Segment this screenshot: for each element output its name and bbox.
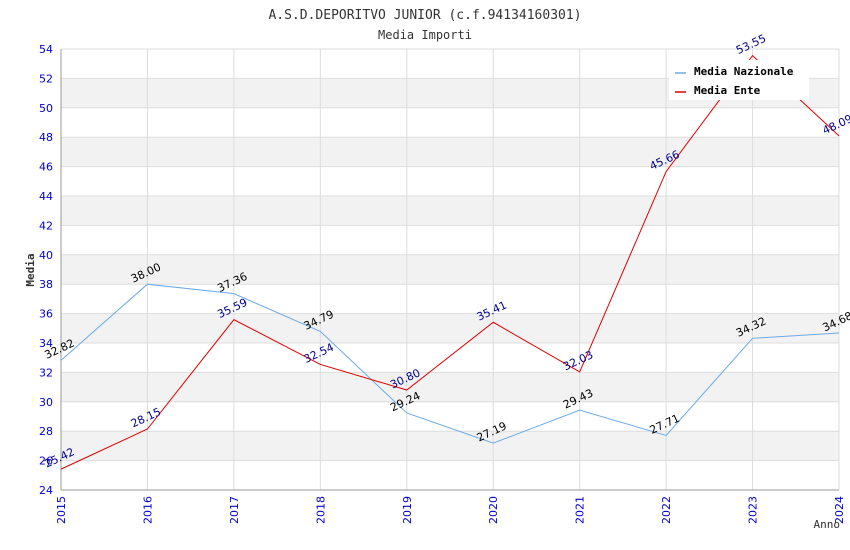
- y-tick-label: 36: [39, 308, 53, 321]
- y-tick-label: 44: [39, 190, 53, 203]
- axes: [60, 49, 839, 491]
- y-tick-labels: 24 26 28 30 32 34 36 38 40 42 44 46 48 50 52 54: [39, 43, 53, 497]
- y-tick-label: 24: [39, 484, 53, 497]
- data-label-media-ente: 53.55: [734, 32, 768, 57]
- series-line-media-ente: [60, 54, 840, 470]
- data-label-media-ente: 25.42: [42, 445, 76, 470]
- y-tick-label: 34: [39, 337, 53, 350]
- x-axis-label: Anno: [814, 518, 841, 531]
- series-line-media-nazionale: [60, 283, 840, 444]
- grid-band: [61, 372, 839, 402]
- y-tick-label: 32: [39, 366, 53, 379]
- chart-title: A.S.D.DEPORITVO JUNIOR (c.f.94134160301): [268, 8, 581, 23]
- x-tick-label: 2016: [141, 496, 154, 524]
- y-tick-label: 52: [39, 72, 53, 85]
- y-tick-label: 42: [39, 219, 53, 232]
- y-tick-label: 26: [39, 455, 53, 468]
- y-tick-label: 28: [39, 425, 53, 438]
- grid-bands: [61, 78, 839, 461]
- grid-band: [61, 313, 839, 343]
- x-tick-label: 2023: [747, 496, 760, 524]
- data-label-media-ente: 28.15: [129, 405, 163, 430]
- y-tick-label: 40: [39, 249, 53, 262]
- x-tick-label: 2015: [55, 496, 68, 524]
- legend-label-media-nazionale: Media Nazionale: [694, 65, 794, 78]
- data-label-media-ente: 32.54: [302, 341, 336, 366]
- grid-band: [61, 254, 839, 285]
- y-axis-label: Media: [24, 253, 37, 286]
- y-tick-label: 30: [39, 396, 53, 409]
- data-label-media-ente: 32.03: [561, 348, 595, 373]
- data-label-media-ente: 48.09: [820, 112, 850, 137]
- x-tick-labels: 2015 2016 2017 2018 2019 2020 2021 2022 2023 2024: [55, 496, 846, 524]
- x-tick-label: 2024: [833, 496, 846, 524]
- x-tick-label: 2022: [660, 496, 673, 524]
- y-tick-label: 38: [39, 278, 53, 291]
- grid-band: [61, 137, 839, 167]
- y-tick-label: 48: [39, 131, 53, 144]
- legend-label-media-ente: Media Ente: [694, 84, 761, 97]
- grid-band: [61, 196, 839, 226]
- x-tick-label: 2019: [401, 496, 414, 524]
- x-tick-label: 2018: [314, 496, 327, 524]
- y-tick-label: 50: [39, 102, 53, 115]
- gridlines: [60, 48, 840, 491]
- x-tick-label: 2021: [574, 496, 587, 524]
- series-layer: [60, 54, 840, 470]
- y-tick-label: 54: [39, 43, 53, 56]
- legend-box: [669, 60, 809, 100]
- legend: Media Nazionale Media Ente: [669, 60, 809, 100]
- x-tick-label: 2017: [228, 496, 241, 524]
- x-tick-label: 2020: [487, 496, 500, 524]
- grid-band: [61, 431, 839, 461]
- chart-subtitle: Media Importi: [378, 28, 472, 42]
- y-tick-label: 46: [39, 161, 53, 174]
